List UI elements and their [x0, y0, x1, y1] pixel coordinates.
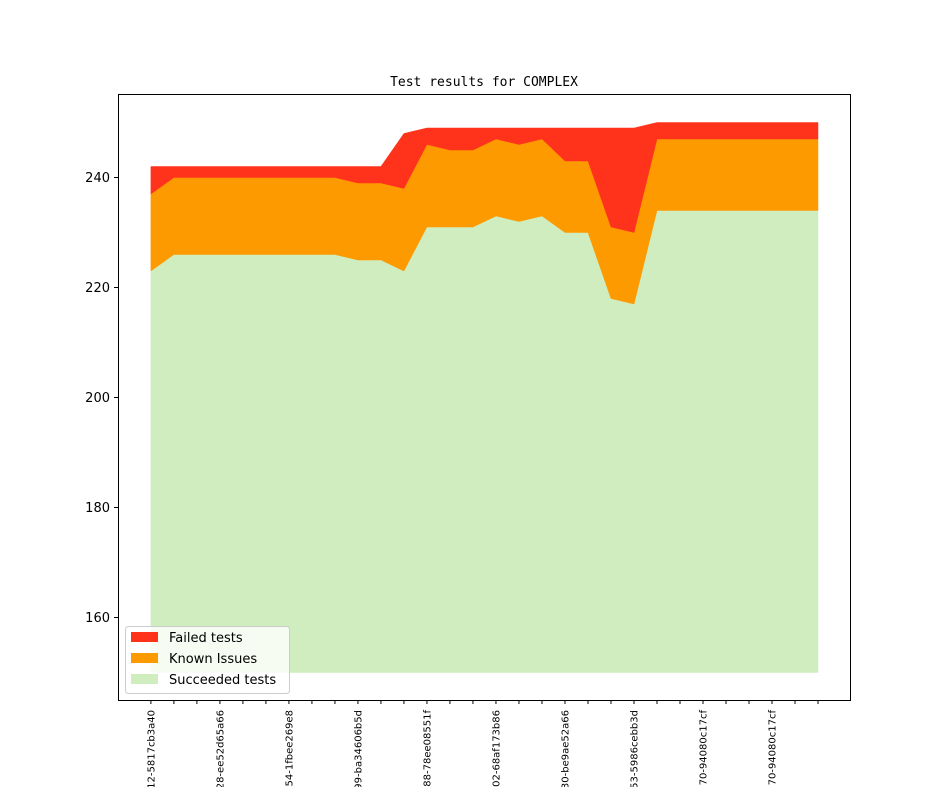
y-tick-label: 240: [85, 171, 110, 186]
legend-label: Succeeded tests: [169, 673, 276, 688]
legend-label: Failed tests: [169, 631, 243, 646]
legend-swatch: [131, 632, 158, 642]
x-tick-label: 12-5817cb3a40: [146, 710, 157, 787]
x-tick-label: 30-be9ae52a66: [560, 710, 571, 787]
x-tick-label: 99-ba34606b5d: [353, 710, 364, 787]
y-tick-label: 160: [85, 611, 110, 626]
plot-frame: [118, 94, 851, 701]
x-tick-label: 70-94080c17cf: [768, 710, 779, 786]
x-tick-label: 54-1fbee269e8: [284, 710, 295, 786]
y-tick-label: 200: [85, 391, 110, 406]
area-succeeded-tests: [150, 210, 819, 673]
legend-swatch: [131, 674, 158, 684]
x-tick-label: 53-5986cebb3d: [629, 710, 640, 787]
legend-label: Known Issues: [169, 652, 257, 667]
legend-swatch: [131, 653, 158, 663]
x-tick-label: 02-68af173b86: [491, 710, 502, 787]
chart-title: Test results for COMPLEX: [390, 75, 578, 90]
x-tick-label: 88-78ee08551f: [422, 710, 433, 787]
area-failed-tests: [150, 122, 819, 233]
x-tick-label: 28-ee52d65a66: [215, 710, 226, 787]
y-tick-label: 180: [85, 501, 110, 516]
legend-frame: [125, 626, 290, 694]
y-tick-label: 220: [85, 281, 110, 296]
legend: Failed tests Known Issues Succeeded tests: [125, 626, 290, 694]
x-tick-label: 70-94080c17cf: [699, 710, 710, 786]
